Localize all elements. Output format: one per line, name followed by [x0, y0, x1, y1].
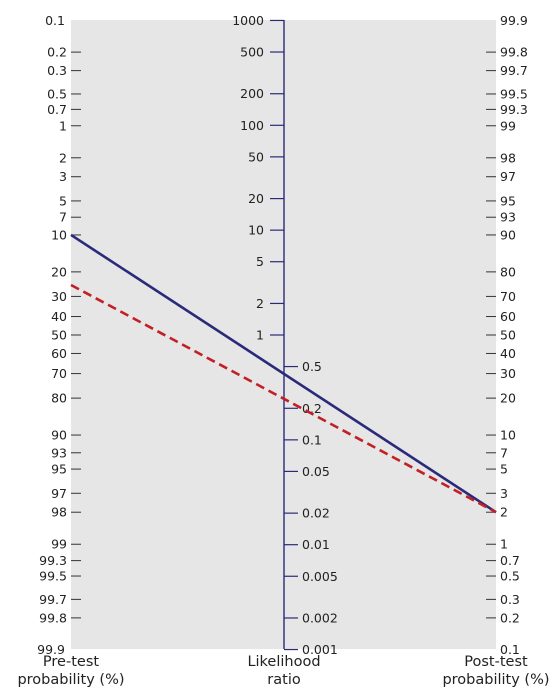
lr-label-0p5: 0.5 — [302, 359, 322, 374]
post-test-title-line-2: probability (%) — [442, 672, 549, 688]
pre-test-label-3: 3 — [59, 169, 67, 184]
pre-test-label-99: 99 — [51, 537, 67, 552]
post-test-label-93: 93 — [500, 210, 516, 225]
pre-test-label-7: 7 — [59, 210, 67, 225]
pre-test-label-97: 97 — [51, 486, 67, 501]
lr-label-50: 50 — [248, 149, 264, 164]
post-test-label-0p5: 0.5 — [500, 569, 520, 584]
lr-label-0p1: 0.1 — [302, 432, 322, 447]
pre-test-title-line-1: Pre-test — [43, 654, 99, 670]
lr-label-100: 100 — [240, 118, 264, 133]
post-test-label-99p3: 99.3 — [500, 102, 528, 117]
post-test-title-line-1: Post-test — [464, 654, 528, 670]
pre-test-label-99p7: 99.7 — [39, 592, 67, 607]
pre-test-label-0p5: 0.5 — [47, 86, 67, 101]
likelihood-ratio-axis: 10005002001005020105210.50.20.10.050.020… — [232, 13, 338, 657]
lr-label-1: 1 — [256, 328, 264, 343]
post-test-label-70: 70 — [500, 289, 516, 304]
post-test-label-30: 30 — [500, 366, 516, 381]
post-test-label-60: 60 — [500, 309, 516, 324]
pre-test-label-30: 30 — [51, 289, 67, 304]
solid-nomogram-line — [70, 233, 497, 514]
lr-label-2: 2 — [256, 296, 264, 311]
likelihood-ratio-title-line-1: Likelihood — [247, 654, 320, 670]
pre-test-label-98: 98 — [51, 505, 67, 520]
post-test-label-40: 40 — [500, 346, 516, 361]
lr-label-500: 500 — [240, 45, 264, 60]
pre-test-label-40: 40 — [51, 309, 67, 324]
pre-test-label-0p2: 0.2 — [47, 45, 67, 60]
pre-test-label-50: 50 — [51, 328, 67, 343]
post-test-label-99p7: 99.7 — [500, 63, 528, 78]
lr-label-0p001: 0.001 — [302, 642, 338, 657]
post-test-label-5: 5 — [500, 462, 508, 477]
post-test-label-7: 7 — [500, 445, 508, 460]
post-test-label-0p7: 0.7 — [500, 553, 520, 568]
post-test-axis: 99.999.899.799.599.399989795939080706050… — [486, 13, 528, 657]
pre-test-label-10: 10 — [51, 227, 67, 242]
pre-test-label-95: 95 — [51, 462, 67, 477]
pre-test-label-70: 70 — [51, 366, 67, 381]
pre-test-label-99p8: 99.8 — [39, 610, 67, 625]
post-test-label-3: 3 — [500, 486, 508, 501]
pre-test-label-99p9: 99.9 — [37, 642, 65, 657]
post-test-label-0p2: 0.2 — [500, 610, 520, 625]
post-test-label-0p3: 0.3 — [500, 592, 520, 607]
post-test-label-0p1: 0.1 — [500, 642, 520, 657]
lr-label-5: 5 — [256, 254, 264, 269]
lr-label-10: 10 — [248, 223, 264, 238]
pre-test-label-0p7: 0.7 — [47, 102, 67, 117]
pre-test-label-1: 1 — [59, 118, 67, 133]
lr-label-1000: 1000 — [232, 13, 264, 28]
lr-label-200: 200 — [240, 86, 264, 101]
post-test-label-99p9: 99.9 — [500, 13, 528, 28]
dashed-nomogram-line — [70, 283, 497, 514]
pre-test-label-93: 93 — [51, 445, 67, 460]
post-test-label-90: 90 — [500, 227, 516, 242]
post-test-label-1: 1 — [500, 537, 508, 552]
lr-label-20: 20 — [248, 191, 264, 206]
post-test-label-10: 10 — [500, 428, 516, 443]
likelihood-ratio-title-line-2: ratio — [267, 672, 301, 688]
pre-test-label-0p1: 0.1 — [45, 13, 65, 28]
lr-label-0p02: 0.02 — [302, 506, 330, 521]
pre-test-axis: 0.1 0.2 0.3 0.50.71 2 3 5 7 10 20 30 40 50 60 70 80 90 93… — [37, 13, 81, 657]
pre-test-label-99p5: 99.5 — [39, 569, 67, 584]
post-test-label-80: 80 — [500, 264, 516, 279]
pre-test-label-90: 90 — [51, 428, 67, 443]
post-test-label-95: 95 — [500, 193, 516, 208]
pre-test-label-80: 80 — [51, 391, 67, 406]
pre-test-label-0p3: 0.3 — [47, 63, 67, 78]
post-test-label-99p5: 99.5 — [500, 86, 528, 101]
lr-label-0p01: 0.01 — [302, 537, 330, 552]
post-test-label-20: 20 — [500, 391, 516, 406]
lr-label-0p05: 0.05 — [302, 464, 330, 479]
pre-test-title-line-2: probability (%) — [17, 672, 124, 688]
post-test-label-50: 50 — [500, 328, 516, 343]
post-test-label-2: 2 — [500, 505, 508, 520]
lr-label-0p005: 0.005 — [302, 569, 338, 584]
pre-test-label-20: 20 — [51, 264, 67, 279]
post-test-label-99p8: 99.8 — [500, 45, 528, 60]
post-test-label-99: 99 — [500, 118, 516, 133]
pre-test-label-99p3: 99.3 — [39, 553, 67, 568]
post-test-label-98: 98 — [500, 150, 516, 165]
lr-label-0p002: 0.002 — [302, 610, 338, 625]
pre-test-label-5: 5 — [59, 193, 67, 208]
nomogram-lines — [70, 233, 497, 514]
pre-test-label-60: 60 — [51, 346, 67, 361]
post-test-label-97: 97 — [500, 169, 516, 184]
pre-test-label-2: 2 — [59, 150, 67, 165]
